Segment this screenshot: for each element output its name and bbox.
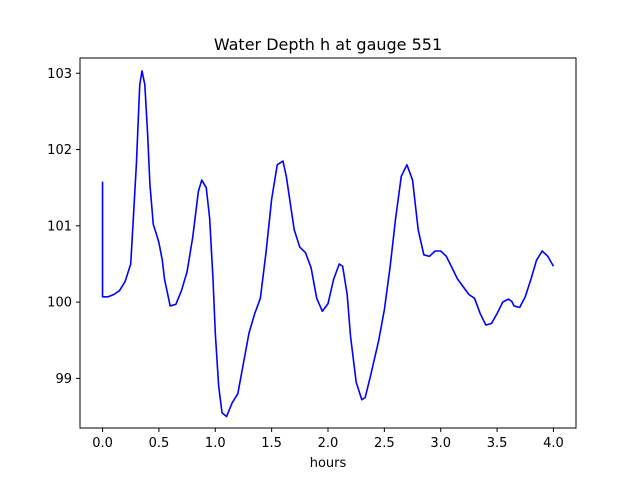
- x-tick-label: 0.0: [92, 436, 113, 451]
- series-line: [101, 70, 555, 418]
- y-tick-label: 99: [55, 372, 72, 387]
- x-tick-label: 3.0: [430, 436, 451, 451]
- y-tick-label: 101: [47, 219, 72, 234]
- plot-layer: [101, 70, 555, 418]
- y-axis: 99 100 101 102 103: [47, 67, 80, 387]
- x-tick-label: 2.5: [374, 436, 395, 451]
- x-tick-label: 2.0: [318, 436, 339, 451]
- x-tick-label: 3.5: [487, 436, 508, 451]
- y-tick-label: 100: [47, 296, 72, 311]
- x-axis-label: hours: [310, 456, 347, 471]
- x-tick-label: 1.5: [261, 436, 282, 451]
- x-tick-label: 1.0: [205, 436, 226, 451]
- y-tick-label: 103: [47, 67, 72, 82]
- x-tick-label: 4.0: [543, 436, 564, 451]
- x-axis: 0.0 0.5 1.0 1.5 2.0 2.5 3.0 3.5 4.0: [92, 428, 564, 451]
- x-tick-label: 0.5: [149, 436, 170, 451]
- chart-title: Water Depth h at gauge 551: [214, 35, 442, 54]
- y-tick-label: 102: [47, 143, 72, 158]
